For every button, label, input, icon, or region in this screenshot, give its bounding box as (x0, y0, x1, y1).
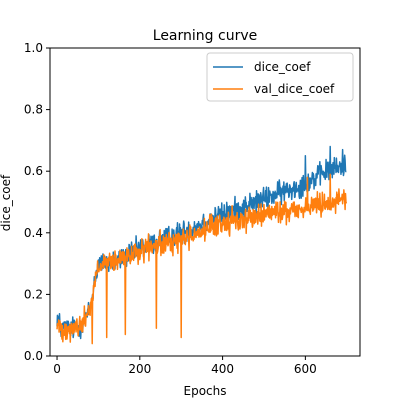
legend: dice_coef val_dice_coef (206, 52, 354, 102)
y-tick-label: 0.2 (24, 287, 43, 301)
plot-lines (56, 145, 348, 345)
x-tick-label: 200 (128, 362, 151, 376)
series-line-dice-coef (56, 145, 347, 340)
y-tick-label: 1.0 (24, 41, 43, 55)
x-axis-ticks: 0 200 400 600 (53, 356, 317, 376)
y-tick-label: 0.6 (24, 164, 43, 178)
legend-label-val-dice-coef: val_dice_coef (254, 82, 335, 96)
chart-title: Learning curve (153, 28, 257, 44)
legend-label-dice-coef: dice_coef (254, 60, 311, 74)
axes-frame (49, 47, 361, 357)
y-axis-label: dice_coef (0, 174, 13, 231)
y-axis-ticks: 0.0 0.2 0.4 0.6 0.8 1.0 (24, 41, 50, 363)
legend-box (206, 52, 354, 102)
x-axis-label: Epochs (184, 384, 227, 398)
y-tick-label: 0.0 (24, 349, 43, 363)
series-line-val-dice-coef (56, 173, 348, 345)
x-tick-label: 400 (211, 362, 234, 376)
x-tick-label: 600 (294, 362, 317, 376)
y-tick-label: 0.4 (24, 226, 43, 240)
y-tick-label: 0.8 (24, 103, 43, 117)
x-tick-label: 0 (53, 362, 61, 376)
